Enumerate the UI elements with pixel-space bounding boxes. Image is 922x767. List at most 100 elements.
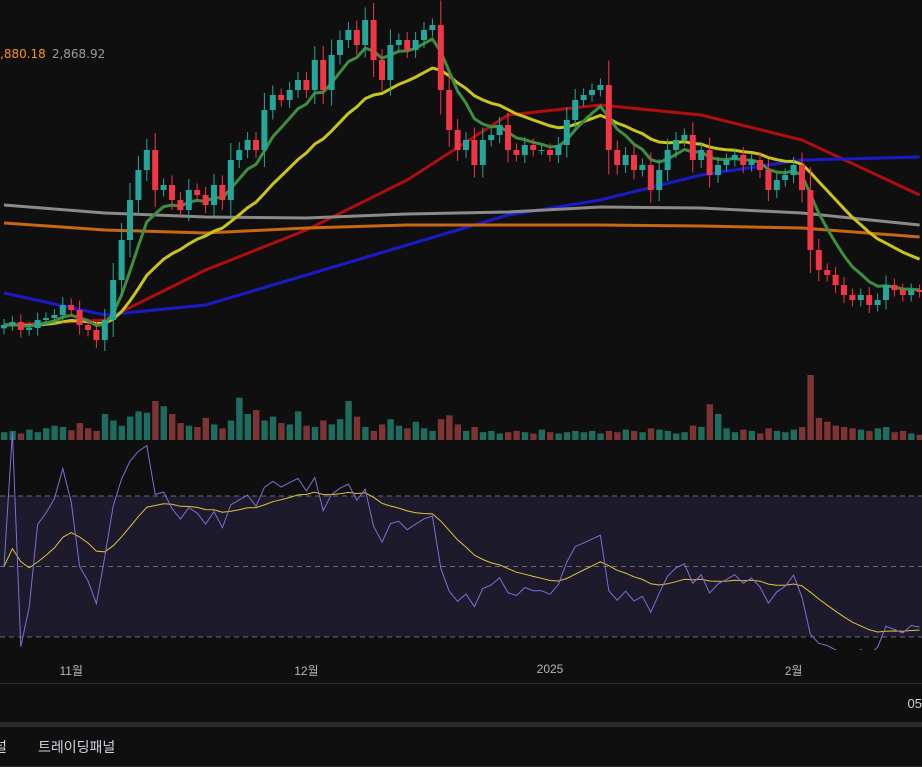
rsi-pane bbox=[3, 432, 920, 650]
volume-bar bbox=[521, 432, 529, 440]
volume-bar bbox=[421, 428, 428, 440]
volume-bar bbox=[26, 429, 33, 440]
volume-bar bbox=[152, 401, 159, 440]
panel-resize-handle[interactable] bbox=[0, 722, 922, 727]
volume-bar bbox=[185, 425, 193, 440]
volume-bar bbox=[824, 421, 831, 440]
candle-body bbox=[916, 290, 922, 292]
volume-bar bbox=[59, 427, 67, 440]
time-axis[interactable]: 11월 12월 2025 2월 bbox=[0, 650, 922, 684]
tab-previous[interactable]: 널 bbox=[0, 739, 7, 755]
volume-bar bbox=[244, 414, 251, 440]
volume-bar bbox=[93, 430, 100, 440]
volume-bar bbox=[202, 417, 209, 440]
volume-bar bbox=[538, 429, 545, 440]
price-legend: ,880.18 2,868.92 bbox=[0, 47, 105, 61]
volume-bar bbox=[706, 404, 713, 440]
volume-bar bbox=[857, 429, 865, 440]
candle-body bbox=[471, 140, 478, 165]
candle-body bbox=[395, 40, 402, 45]
volume-bar bbox=[899, 430, 907, 440]
candle-body bbox=[51, 315, 58, 318]
volume-bar bbox=[597, 433, 604, 440]
candle-body bbox=[639, 165, 646, 170]
volume-bar bbox=[580, 432, 587, 440]
candle-body bbox=[211, 185, 217, 205]
volume-bar bbox=[278, 423, 285, 440]
candle-body bbox=[908, 290, 915, 295]
candle-body bbox=[177, 200, 184, 210]
candle-body bbox=[479, 140, 486, 165]
candle-body bbox=[328, 55, 335, 90]
volume-bar bbox=[429, 430, 436, 440]
candle-body bbox=[261, 110, 268, 150]
candle-body bbox=[429, 25, 436, 30]
candle-body bbox=[379, 60, 385, 80]
candle-body bbox=[118, 240, 125, 280]
volume-bar bbox=[412, 421, 419, 440]
candle-body bbox=[160, 185, 167, 190]
volume-bar bbox=[437, 419, 445, 440]
candle-body bbox=[454, 130, 461, 150]
candle-body bbox=[513, 150, 520, 155]
candle-body bbox=[530, 145, 537, 150]
candle-body bbox=[169, 185, 175, 200]
candle-body bbox=[807, 190, 814, 250]
volume-bar bbox=[110, 420, 117, 440]
candle-body bbox=[278, 95, 285, 100]
volume-bar bbox=[673, 433, 680, 440]
volume-bar bbox=[118, 425, 125, 440]
candle-body bbox=[622, 155, 629, 165]
candle-body bbox=[521, 145, 528, 155]
legend-value-a: ,880.18 bbox=[0, 47, 46, 61]
candle-body bbox=[790, 165, 797, 175]
candle-body bbox=[673, 140, 679, 150]
candle-body bbox=[26, 328, 33, 330]
candle-body bbox=[320, 60, 327, 90]
legend-value-b: 2,868.92 bbox=[51, 47, 106, 61]
volume-bar bbox=[236, 397, 243, 440]
candle-body bbox=[93, 330, 100, 340]
candle-body bbox=[404, 40, 411, 50]
volume-bar bbox=[328, 424, 335, 440]
volume-bar bbox=[773, 430, 781, 440]
candle-body bbox=[185, 190, 192, 210]
candle-body bbox=[143, 150, 150, 170]
candle-body bbox=[353, 30, 360, 45]
volume-bar bbox=[723, 428, 730, 440]
ma7-line bbox=[3, 37, 920, 328]
volume-bar bbox=[345, 401, 352, 440]
volume-bar bbox=[143, 412, 151, 440]
volume-bar bbox=[849, 428, 856, 440]
candle-body bbox=[883, 285, 889, 300]
candle-body bbox=[488, 135, 495, 140]
volume-bar bbox=[681, 432, 688, 440]
volume-bar bbox=[353, 416, 361, 440]
volume-bar bbox=[34, 432, 41, 440]
volume-bar bbox=[303, 425, 310, 440]
volume-bar bbox=[530, 433, 537, 440]
ma-long-line bbox=[3, 221, 920, 239]
candle-body bbox=[656, 170, 663, 190]
volume-bars bbox=[1, 375, 922, 440]
candle-body bbox=[706, 150, 713, 175]
candle-body bbox=[303, 80, 310, 90]
rsi-signal-line bbox=[3, 491, 920, 633]
candle-body bbox=[891, 285, 898, 290]
volume-bar bbox=[605, 430, 613, 440]
ma200-line bbox=[3, 203, 920, 227]
candle-body bbox=[538, 150, 545, 151]
volume-bar bbox=[51, 425, 58, 440]
volume-bar bbox=[379, 424, 386, 440]
volume-bar bbox=[916, 434, 922, 440]
volume-bar bbox=[362, 427, 369, 440]
volume-bar bbox=[17, 433, 25, 440]
candle-body bbox=[101, 320, 108, 340]
candle-body bbox=[463, 140, 469, 150]
price-chart[interactable] bbox=[0, 0, 922, 650]
candle-body bbox=[757, 160, 763, 170]
candle-body bbox=[152, 150, 159, 190]
candle-body bbox=[605, 85, 612, 150]
volume-bar bbox=[211, 424, 218, 440]
tab-trading-panel[interactable]: 트레이딩패널 bbox=[38, 739, 116, 755]
